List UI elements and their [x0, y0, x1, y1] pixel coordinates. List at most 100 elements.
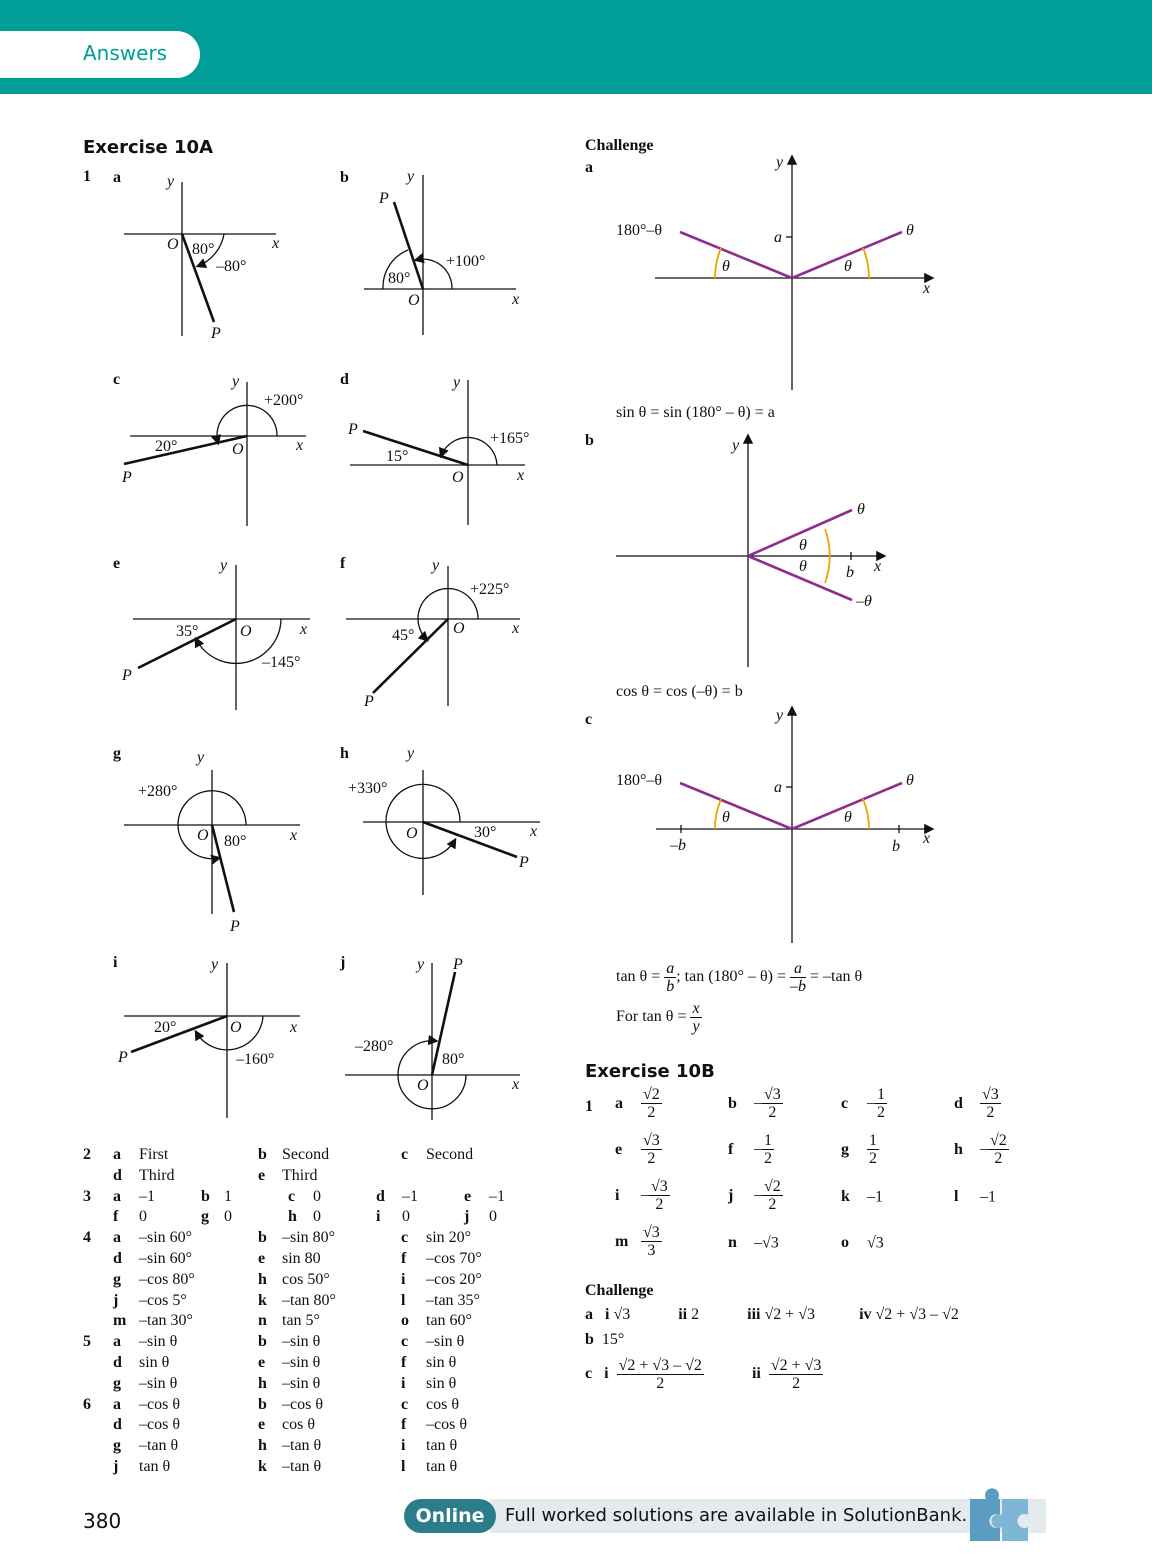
point-label: P — [363, 693, 374, 710]
q6-part-letter: j — [113, 1458, 119, 1475]
origin-label: O — [240, 623, 252, 640]
axis-x-label: x — [299, 621, 307, 638]
q6-part-answer: –cos θ — [139, 1395, 180, 1413]
challenge-c-neg-b-label: –b — [669, 837, 686, 854]
q3-part-answer: –1 — [402, 1187, 418, 1205]
exercise-10b-answer: e √3 2 — [615, 1132, 662, 1167]
q5-part-answer: –sin θ — [139, 1374, 178, 1392]
q5-part-letter: h — [258, 1374, 267, 1392]
challenge-a-a-label: a — [774, 229, 782, 246]
challenge-b-y-label: y — [730, 437, 740, 454]
challenge-c-letter: c — [585, 711, 593, 728]
online-badge[interactable]: Online — [404, 1499, 496, 1533]
challenge-c-x-label: x — [922, 830, 930, 847]
q4-part-letter: i — [401, 1270, 406, 1288]
challenge-c-a-label: a — [774, 779, 782, 796]
diagram-i-letter: i — [113, 954, 118, 971]
diagram-j-letter: j — [339, 954, 345, 971]
q3-part-letter: i — [376, 1208, 381, 1226]
q3-part-answer: –1 — [489, 1187, 505, 1205]
q3-part-letter: f — [113, 1208, 119, 1226]
challenge-10b-c: c i √2 + √3 – √2 2 ii √2 + √3 2 — [585, 1357, 824, 1392]
exercise-10b-answer: i – √3 2 — [615, 1178, 670, 1213]
diagram-g-angle-1: 80° — [224, 833, 246, 850]
q6-part-answer: tan θ — [426, 1458, 458, 1475]
q4-number: 4 — [83, 1229, 91, 1247]
diagram-a-angle-2: –80° — [215, 258, 246, 275]
q4-part-answer: sin 20° — [426, 1229, 472, 1247]
q4-part-answer: –tan 80° — [282, 1291, 336, 1309]
axis-x-label: x — [511, 620, 519, 637]
section-tab-label: Answers — [83, 41, 168, 65]
axis-y-label: y — [430, 557, 440, 574]
exercise-10b-answer: m √3 3 — [615, 1224, 662, 1259]
axis-x-label: x — [271, 235, 279, 252]
q5-part-answer: –sin θ — [282, 1354, 321, 1371]
q3-part-letter: b — [201, 1187, 210, 1205]
q4-part-answer: sin 80 — [282, 1250, 321, 1267]
q4-part-answer: –sin 60° — [139, 1250, 193, 1267]
q4-part-letter: o — [401, 1312, 409, 1330]
q3-part-answer: 1 — [224, 1187, 232, 1205]
q6-part-answer: –tan θ — [139, 1437, 179, 1455]
q5-part-letter: a — [113, 1333, 121, 1351]
challenge-c-y-label: y — [774, 707, 784, 724]
exercise-10b-answer: k –1 — [841, 1188, 883, 1206]
challenge-a-x-label: x — [922, 280, 930, 297]
diagram-f-letter: f — [340, 555, 346, 572]
q5-part-letter: e — [258, 1354, 266, 1371]
challenge-10b-title: Challenge — [585, 1282, 654, 1299]
q4-part-answer: –tan 30° — [139, 1312, 193, 1330]
point-label: P — [229, 918, 240, 935]
q5-part-letter: g — [113, 1374, 121, 1392]
point-label: P — [210, 325, 221, 342]
origin-label: O — [452, 469, 464, 486]
origin-label: O — [167, 236, 179, 253]
page-number: 380 — [83, 1509, 122, 1533]
diagram-h-angle-2: +330° — [348, 780, 387, 797]
challenge-title: Challenge — [585, 137, 654, 154]
q6-part-letter: g — [113, 1437, 121, 1455]
origin-label: O — [230, 1019, 242, 1036]
exercise-10b-answers: a √2 2 b – √3 2 c –1 2 d √3 2 e √3 2 f –1 2 g 1 2 h – √2 2 i – √3 2 j –… — [615, 1086, 1065, 1276]
solutionbank-bar — [490, 1499, 1046, 1533]
diagram-i-angle-1: 20° — [154, 1019, 176, 1036]
challenge-a-equation: sin θ = sin (180° – θ) = a — [616, 404, 775, 421]
q3-part-letter: e — [464, 1187, 472, 1205]
q5-part-answer: –sin θ — [282, 1333, 321, 1351]
q5-part-answer: –sin θ — [282, 1374, 321, 1392]
q6-part-letter: b — [258, 1395, 267, 1413]
q3-number: 3 — [83, 1187, 91, 1205]
q6-part-answer: –cos θ — [426, 1416, 467, 1434]
q4-part-letter: k — [258, 1291, 267, 1309]
q4-part-letter: c — [401, 1229, 409, 1247]
q6-part-letter: e — [258, 1416, 266, 1434]
challenge-diagrams: y x a 180°–θ θ θ θ y x θ –θ θ θ b y x a … — [616, 154, 935, 943]
point-label: P — [452, 956, 463, 973]
q6-part-answer: –tan θ — [282, 1437, 322, 1455]
q2-part-letter: d — [113, 1166, 122, 1184]
diagram-d-angle-1: 15° — [386, 448, 408, 465]
diagram-g-angle-2: +280° — [138, 783, 177, 800]
q4-part-answer: –tan 35° — [426, 1291, 480, 1309]
point-label: P — [347, 421, 358, 438]
challenge-a-theta-right: θ — [844, 258, 852, 275]
axis-x-label: x — [511, 291, 519, 308]
diagram-h-angle-1: 30° — [474, 824, 496, 841]
axis-y-label: y — [405, 745, 415, 762]
q4-part-answer: cos 50° — [282, 1270, 330, 1288]
axis-x-label: x — [295, 437, 303, 454]
axis-y-label: y — [165, 173, 175, 190]
challenge-c-right-label: θ — [906, 772, 914, 789]
challenge-b-b-label: b — [846, 564, 854, 581]
q4-part-letter: d — [113, 1250, 122, 1267]
q5-part-answer: sin θ — [426, 1354, 457, 1371]
q6-part-answer: tan θ — [139, 1458, 171, 1475]
axis-y-label: y — [415, 956, 425, 973]
diagram-f-angle-1: 45° — [392, 627, 414, 644]
axis-x-label: x — [289, 827, 297, 844]
challenge-b-letter: b — [585, 432, 594, 449]
q4-part-answer: tan 60° — [426, 1312, 472, 1330]
point-label: P — [121, 469, 132, 486]
